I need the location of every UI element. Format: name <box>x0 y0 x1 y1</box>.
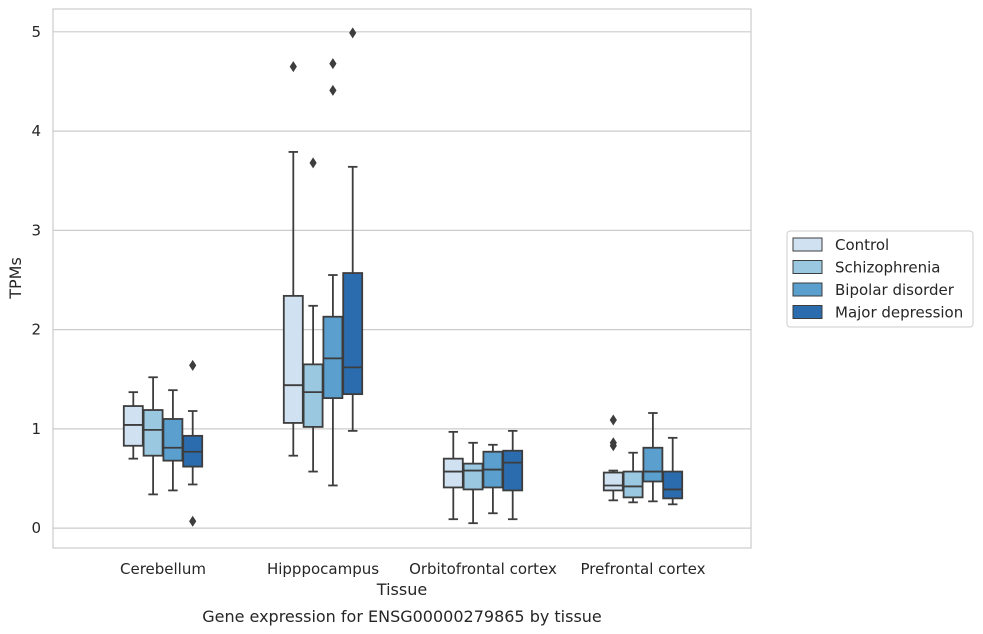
outlier-point <box>289 61 297 73</box>
box-hipppocampus <box>322 58 344 487</box>
box-prefrontal-cortex <box>662 436 684 506</box>
x-axis-label: Tissue <box>376 580 427 599</box>
iqr-box <box>162 418 184 462</box>
legend-item: Schizophrenia <box>792 259 940 277</box>
x-tick-label: Prefrontal cortex <box>581 560 706 578</box>
iqr-box <box>142 409 164 457</box>
iqr-box <box>462 462 484 491</box>
outlier-point <box>189 359 197 371</box>
x-tick-label: Orbitofrontal cortex <box>409 560 557 578</box>
y-tick-label: 2 <box>31 321 41 339</box>
box-prefrontal-cortex <box>602 414 624 502</box>
iqr-box <box>662 470 684 500</box>
box-cerebellum <box>142 376 164 496</box>
box-prefrontal-cortex <box>642 412 664 503</box>
legend-frame <box>786 230 974 328</box>
legend: Control Schizophrenia Bipolar disorder Majo… <box>786 230 974 328</box>
series-schizophrenia <box>142 157 644 525</box>
legend-item: Bipolar disorder <box>792 281 955 299</box>
y-axis-label: TPMs <box>6 257 25 300</box>
iqr-box <box>342 272 364 396</box>
plot-area <box>52 8 752 549</box>
series-bipolar-disorder <box>162 58 664 515</box>
outlier-point <box>309 157 317 169</box>
x-tick-labels: Cerebellum Hipppocampus Orbitofrontal cort… <box>120 560 706 578</box>
outlier-point <box>329 58 337 70</box>
legend-swatch <box>792 282 823 297</box>
iqr-box <box>602 471 624 492</box>
iqr-box <box>322 315 344 400</box>
y-tick-label: 3 <box>31 221 41 239</box>
box-prefrontal-cortex <box>622 451 644 504</box>
legend-label: Major depression <box>835 304 963 322</box>
y-tick-labels: 0 1 2 3 4 5 <box>31 23 41 537</box>
outlier-point <box>329 84 337 96</box>
y-tick-label: 4 <box>31 122 41 140</box>
box-cerebellum <box>182 359 204 527</box>
box-cerebellum <box>122 391 144 460</box>
x-tick-label: Cerebellum <box>120 560 206 578</box>
series-control <box>122 61 624 521</box>
box-orbitofrontal-cortex <box>482 443 504 515</box>
y-tick-label: 5 <box>31 23 41 41</box>
legend-swatch <box>792 260 823 274</box>
legend-swatch <box>792 305 823 319</box>
box-orbitofrontal-cortex <box>442 430 464 521</box>
box-orbitofrontal-cortex <box>462 441 484 525</box>
box-series <box>122 27 684 527</box>
box-orbitofrontal-cortex <box>502 429 524 521</box>
iqr-box <box>282 294 304 424</box>
box-hipppocampus <box>342 27 364 432</box>
iqr-box <box>302 363 324 428</box>
legend-item: Control <box>792 236 889 254</box>
iqr-box <box>502 449 524 492</box>
legend-label: Schizophrenia <box>835 259 940 277</box>
iqr-box <box>122 405 144 447</box>
legend-label: Bipolar disorder <box>835 281 955 299</box>
x-tick-label: Hipppocampus <box>267 560 379 578</box>
legend-label: Control <box>835 236 889 254</box>
y-tick-label: 0 <box>31 519 41 537</box>
outlier-point <box>349 27 357 39</box>
outlier-point <box>609 414 617 426</box>
iqr-box <box>642 446 664 483</box>
iqr-box <box>442 457 464 489</box>
box-cerebellum <box>162 389 184 492</box>
chart-caption: Gene expression for ENSG00000279865 by t… <box>202 607 602 626</box>
legend-item: Major depression <box>792 304 963 322</box>
legend-swatch <box>792 237 823 252</box>
box-hipppocampus <box>282 61 304 457</box>
outlier-point <box>609 437 617 449</box>
y-tick-label: 1 <box>31 420 41 438</box>
iqr-box <box>622 470 644 499</box>
box-hipppocampus <box>302 157 324 473</box>
outlier-point <box>189 515 197 527</box>
series-major-depression <box>182 27 684 527</box>
